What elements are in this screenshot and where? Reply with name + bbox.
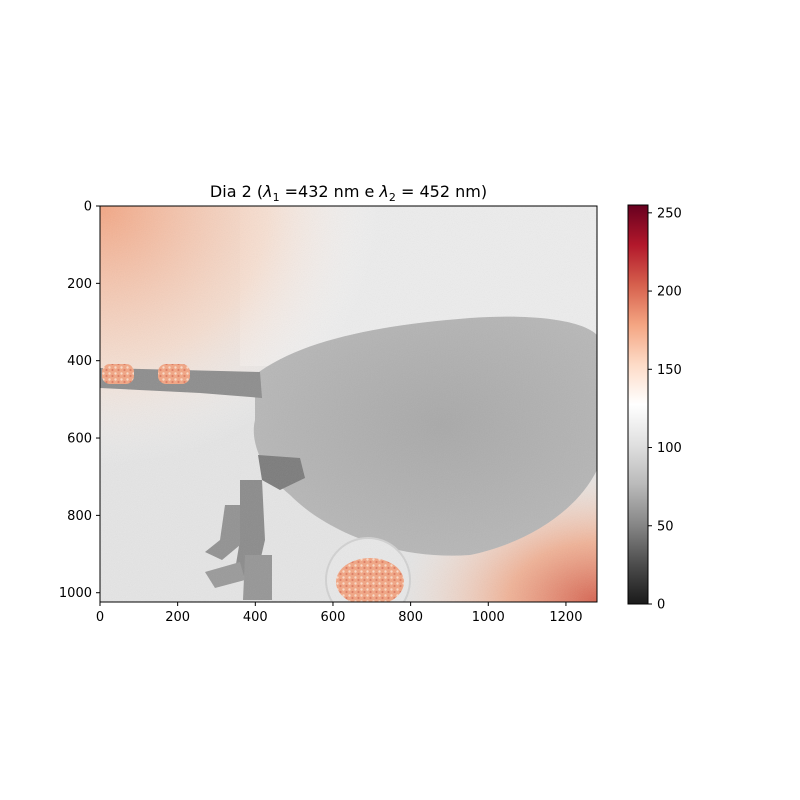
- title-part: 1: [273, 191, 280, 204]
- colorbar-tick-label: 200: [657, 285, 682, 300]
- title-part: Dia 2 (: [210, 182, 263, 201]
- title-part: λ: [378, 182, 388, 201]
- colorbar-tick-label: 100: [657, 441, 682, 456]
- title-part: = 452 nm): [396, 182, 487, 201]
- colorbar-axis: 0 50 100 150 200 250: [648, 206, 682, 613]
- y-tick-label: 800: [67, 509, 92, 524]
- y-tick-label: 600: [67, 432, 92, 447]
- y-tick-label: 200: [67, 277, 92, 292]
- x-tick-label: 0: [96, 610, 104, 625]
- title-part: λ: [262, 182, 272, 201]
- x-tick-label: 200: [165, 610, 190, 625]
- x-tick-label: 1000: [472, 610, 505, 625]
- colorbar: [627, 204, 649, 605]
- y-tick-label: 0: [84, 200, 92, 215]
- y-tick-label: 1000: [59, 586, 92, 601]
- x-axis: 0 200 400 600 800 1000 1200: [96, 602, 582, 625]
- x-tick-label: 1200: [549, 610, 582, 625]
- colorbar-tick-label: 150: [657, 363, 682, 378]
- x-tick-label: 800: [398, 610, 423, 625]
- y-axis: 0 200 400 600 800 1000: [59, 200, 100, 601]
- plot-frame: [99, 205, 598, 603]
- title-part: 2: [389, 191, 396, 204]
- colorbar-tick-label: 50: [657, 519, 674, 534]
- title-part: =432 nm e: [280, 182, 380, 201]
- x-tick-label: 600: [321, 610, 346, 625]
- colorbar-tick-label: 250: [657, 206, 682, 221]
- heatmap-image: [100, 206, 597, 602]
- colorbar-tick-label: 0: [657, 598, 665, 613]
- chart-title: Dia 2 (λ1 =432 nm e λ2 = 452 nm): [210, 182, 487, 204]
- x-tick-label: 400: [243, 610, 268, 625]
- y-tick-label: 400: [67, 354, 92, 369]
